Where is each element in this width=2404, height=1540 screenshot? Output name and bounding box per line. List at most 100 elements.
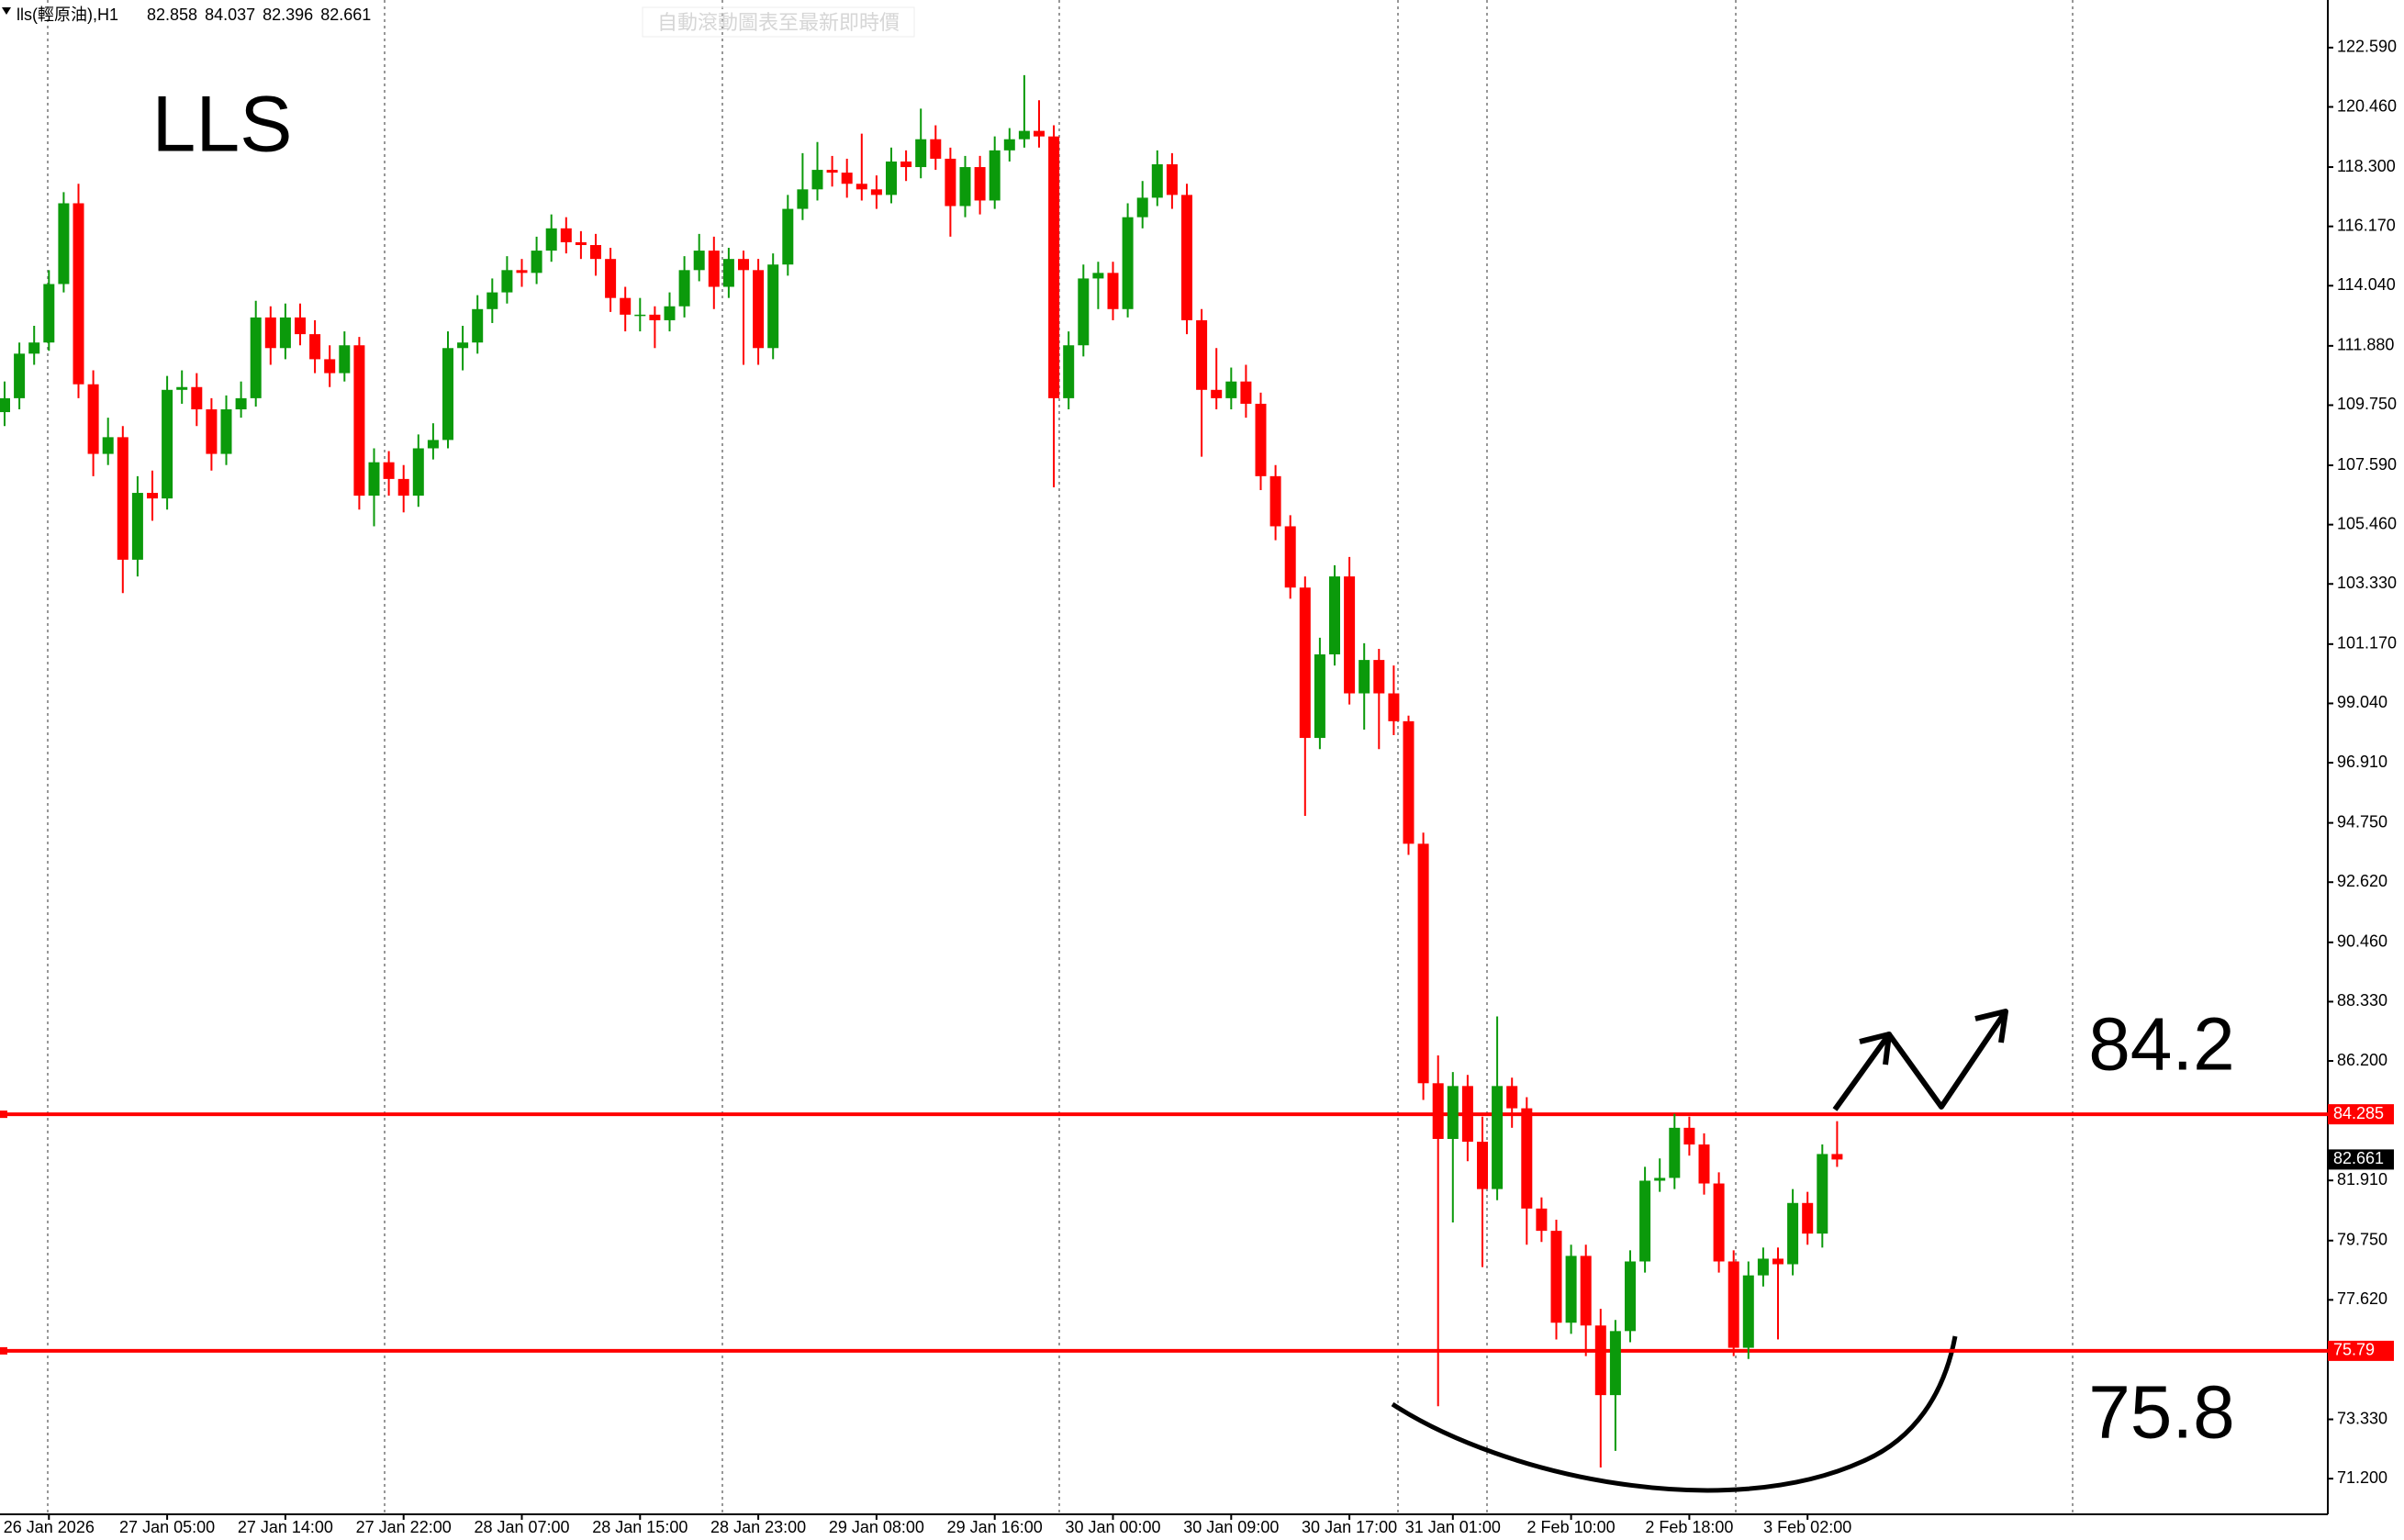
candle-body [1151,164,1163,198]
candle-body [782,208,794,265]
level-tag [2328,1340,2394,1361]
candle-body [1314,654,1325,739]
bottom-curve [1391,1335,1958,1493]
x-tick-label: 27 Jan 05:00 [119,1518,215,1536]
candle-body [811,170,823,190]
x-tick-label: 30 Jan 00:00 [1065,1518,1160,1536]
candle-body [855,184,867,190]
candle-body [1417,843,1429,1084]
candle-body [841,173,853,184]
candle-body [309,334,321,360]
y-tick-label: 88.330 [2337,991,2387,1010]
x-tick-label: 29 Jan 16:00 [947,1518,1043,1536]
y-tick-label: 79.750 [2337,1230,2387,1248]
candle-body [1506,1086,1518,1109]
ohlc-value: 82.396 [263,6,313,24]
y-tick-label: 111.880 [2337,336,2394,354]
candle-body [545,228,557,251]
day-separators [47,0,2074,1514]
x-tick-label: 28 Jan 23:00 [710,1518,806,1536]
candle-body [1034,130,1045,137]
arrows [1391,1009,2008,1493]
candle-body [102,437,114,454]
candle-body [1269,475,1281,527]
candle-body [0,397,10,413]
candle-body [1403,720,1414,844]
candle-body [235,397,247,410]
y-tick-label: 77.620 [2337,1289,2387,1308]
y-tick-label: 96.910 [2337,753,2387,771]
candle-body [162,389,173,499]
candle-body [442,348,453,441]
candle-body [930,139,942,159]
candle-body [295,317,306,335]
candle-body [1742,1275,1754,1348]
candle-body [1447,1086,1459,1139]
level-annotation: 84.2 [2088,1003,2235,1087]
candle-body [1536,1208,1548,1232]
y-tick-label: 114.040 [2337,275,2396,294]
candle-body [1802,1202,1814,1234]
candle-body [649,314,661,320]
x-tick-label: 29 Jan 08:00 [829,1518,924,1536]
candle-body [1078,278,1090,346]
candle-body [457,342,469,349]
y-tick-label: 109.750 [2337,395,2397,413]
arrow-head [1974,1009,2008,1043]
candle-body [693,251,705,271]
candle-body [605,259,617,298]
candle-body [1432,1083,1444,1139]
candle-body [989,150,1001,201]
level-handle [0,1346,7,1355]
candle-body [1594,1325,1606,1396]
y-tick-label: 116.170 [2337,216,2396,234]
x-tick-label: 3 Feb 02:00 [1763,1518,1851,1536]
candle-body [1196,319,1208,390]
candle-body [117,437,129,560]
candle-body [264,317,276,349]
candle-body [678,270,690,307]
candle-body [1477,1142,1488,1189]
candle-body [1461,1086,1473,1143]
candle-body [1817,1154,1828,1234]
candle-body [1565,1255,1577,1323]
candle-body [1092,273,1104,279]
candle-body [1639,1180,1651,1262]
candle-body [73,203,84,385]
scroll-button-label[interactable]: 自動滾動圖表至最新即時價 [657,11,900,34]
candle-body [1299,587,1311,739]
candle-body [1550,1231,1562,1323]
candle-body [1166,164,1178,195]
arrow-head [1859,1032,1892,1066]
y-tick-label: 107.590 [2337,455,2397,474]
ohlc-value: 82.661 [320,6,371,24]
scroll-button[interactable] [642,6,915,38]
candle-body [131,493,143,560]
candle-body [767,264,779,349]
x-tick-label: 2 Feb 10:00 [1527,1518,1616,1536]
menu-icon[interactable] [2,7,11,15]
candle-body [383,462,395,479]
candle-body [722,259,734,287]
candle-body [1580,1255,1592,1326]
candle-body [634,314,646,317]
y-tick-label: 90.460 [2337,932,2387,951]
candle-body [486,292,498,309]
candle-body [368,462,380,497]
candle-body [826,170,838,173]
candle-body [176,386,188,390]
ohlc-readout: 82.858 84.037 82.396 82.661 [147,6,371,24]
candle-body [220,409,232,454]
candle-body [1181,195,1192,320]
last-price-tag [2328,1149,2394,1170]
x-tick-label: 27 Jan 14:00 [238,1518,333,1536]
candle-body [87,384,99,454]
candle-body [279,317,291,349]
y-tick-label: 92.620 [2337,872,2387,890]
last-price-label: 82.661 [2333,1149,2384,1167]
candle-body [1018,130,1030,139]
level-tag [2328,1104,2394,1125]
y-tick-label: 71.200 [2337,1468,2387,1487]
candle-body [1240,381,1252,404]
y-tick-label: 122.590 [2337,38,2397,56]
